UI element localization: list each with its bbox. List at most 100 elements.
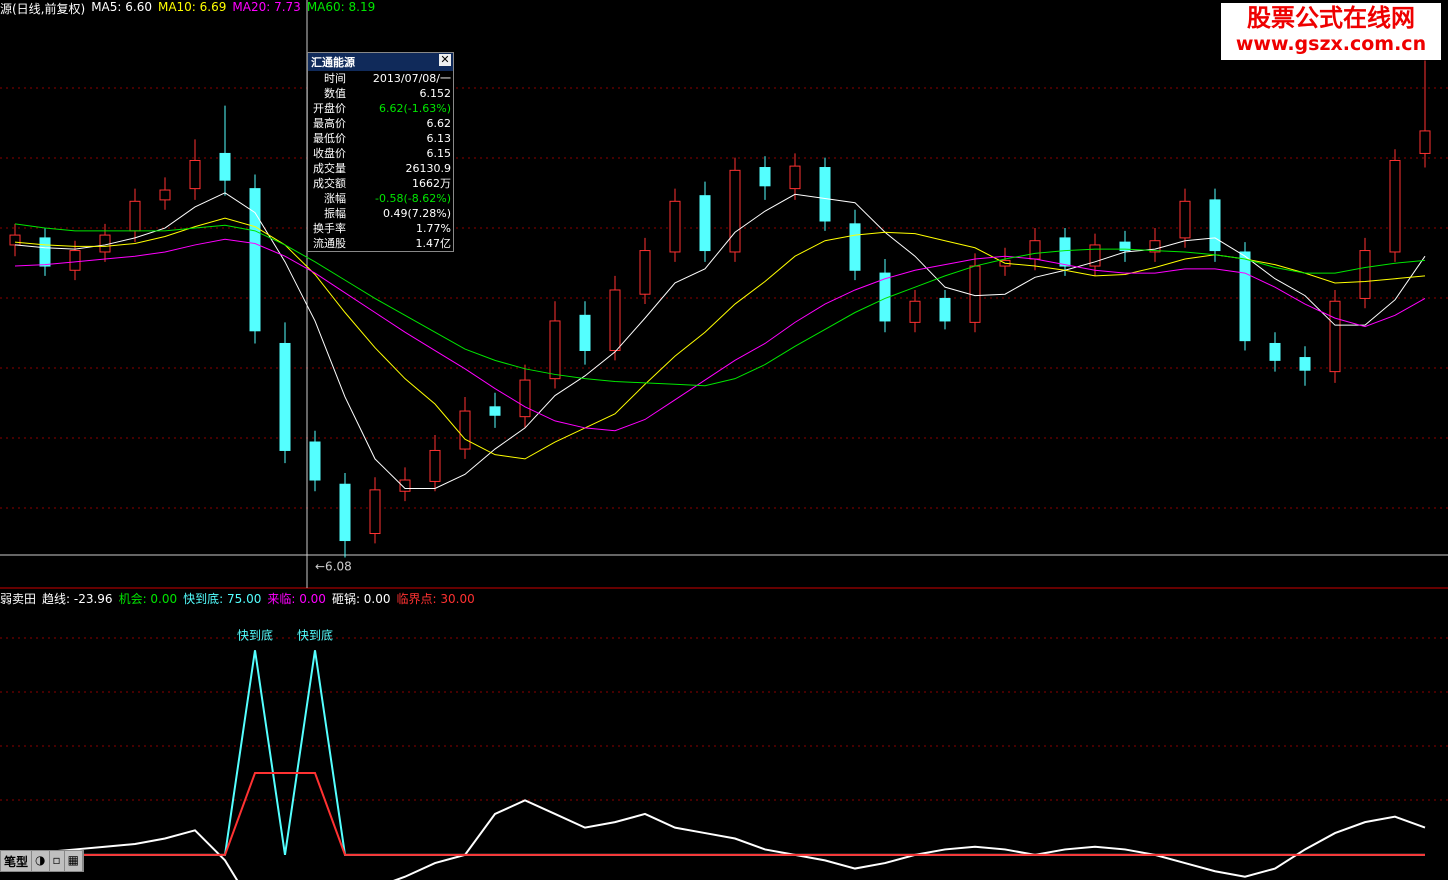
ma-line xyxy=(14,223,1426,387)
ma-line xyxy=(14,238,1426,432)
tooltip-row: 收盘价 6.15 xyxy=(308,146,453,161)
candle-body xyxy=(1059,237,1071,267)
candle-body xyxy=(639,250,651,295)
legend-entry: MA5: 6.60 xyxy=(91,0,152,14)
tooltip-value: 1.47亿 xyxy=(415,237,452,250)
candle-body xyxy=(549,320,561,380)
toolbar-button[interactable]: 笔型 xyxy=(1,851,33,871)
ma-line xyxy=(14,217,1426,460)
tooltip-row: 最高价 6.62 xyxy=(308,116,453,131)
candle-body xyxy=(69,250,81,271)
candle-body xyxy=(99,234,111,253)
candle-body xyxy=(279,342,291,451)
tooltip-value: 1662万 xyxy=(412,177,451,190)
candle-body xyxy=(159,189,171,201)
candle-body xyxy=(369,489,381,535)
legend-entry: 机会: 0.00 xyxy=(118,592,178,606)
tooltip-title: 汇通能源 ✕ xyxy=(308,53,453,71)
tooltip-row: 振幅 0.49(7.28%) xyxy=(308,206,453,221)
candle-body xyxy=(789,165,801,190)
candle-body xyxy=(759,167,771,187)
candle-body xyxy=(39,237,51,267)
tooltip-label: 最高价 xyxy=(313,117,346,130)
candle-body xyxy=(1149,240,1161,253)
candle-body xyxy=(339,483,351,542)
tooltip-value: 26130.9 xyxy=(405,162,452,175)
candle-body xyxy=(1119,241,1131,252)
legend-entry: MA20: 7.73 xyxy=(232,0,301,14)
tooltip-label: 成交额 xyxy=(313,177,346,190)
legend-entry: 砸锅: 0.00 xyxy=(331,592,391,606)
watermark-title: 股票公式在线网 xyxy=(1247,4,1415,32)
tooltip-label: 成交量 xyxy=(313,162,346,175)
tooltip-label: 收盘价 xyxy=(313,147,346,160)
tooltip-row: 换手率 1.77% xyxy=(308,221,453,236)
candle-body xyxy=(609,289,621,352)
tooltip-label: 最低价 xyxy=(313,132,346,145)
candle-body xyxy=(1239,251,1251,342)
tooltip-row: 最低价 6.13 xyxy=(308,131,453,146)
tooltip-value: 2013/07/08/一 xyxy=(372,72,451,85)
tooltip-label: 时间 xyxy=(324,72,346,85)
tooltip-label: 振幅 xyxy=(324,207,346,220)
tooltip-value: 6.15 xyxy=(426,147,452,160)
indicator-line xyxy=(15,650,1425,856)
candle-body xyxy=(219,152,231,181)
candle-body xyxy=(669,200,681,253)
candle-body xyxy=(429,449,441,482)
candle-body xyxy=(399,479,411,492)
legend-entry: 快到底: 75.00 xyxy=(183,592,262,606)
candle-body xyxy=(849,223,861,271)
candle-body xyxy=(459,410,471,450)
toolbar-icon[interactable]: ◑ xyxy=(32,851,50,871)
tooltip-value: 6.13 xyxy=(426,132,452,145)
candle-body xyxy=(189,159,201,190)
tooltip-row: 时间 2013/07/08/一 xyxy=(308,71,453,86)
candle-body xyxy=(1419,130,1431,154)
candle-body xyxy=(1329,300,1341,373)
watermark: 股票公式在线网 www.gszx.com.cn xyxy=(1221,3,1441,60)
legend-entry: 来临: 0.00 xyxy=(267,592,326,606)
tooltip-label: 涨幅 xyxy=(324,192,346,205)
tooltip-value: 6.152 xyxy=(419,87,452,100)
tooltip-label: 换手率 xyxy=(313,222,346,235)
legend-entry: MA60: 8.19 xyxy=(306,0,376,14)
candle-body xyxy=(1179,200,1191,239)
candle-body xyxy=(1389,159,1401,253)
close-button[interactable]: ✕ xyxy=(439,53,451,66)
chart-title: 源(日线,前复权) xyxy=(0,2,86,16)
candle-body xyxy=(309,441,321,481)
tooltip-label: 流通股 xyxy=(313,237,346,250)
candle-body xyxy=(1299,357,1311,371)
tooltip-value: 6.62 xyxy=(426,117,452,130)
candle-body xyxy=(1209,199,1221,252)
indicator-legend: 弱卖田 趋线: -23.96 机会: 0.00 快到底: 75.00 来临: 0.00… xyxy=(0,590,475,607)
tooltip-title-text: 汇通能源 xyxy=(311,56,355,69)
ma-line xyxy=(14,192,1426,489)
candle-body xyxy=(729,169,741,253)
tooltip-value: 6.62(-1.63%) xyxy=(379,102,451,115)
candle-body xyxy=(699,195,711,252)
toolbar-icon[interactable]: ▦ xyxy=(65,851,83,871)
annotation: 快到底 xyxy=(237,628,273,643)
low-marker: ←6.08 xyxy=(315,560,352,574)
candle-body xyxy=(9,234,21,246)
candle-body xyxy=(909,300,921,323)
legend-entry: 临界点: 30.00 xyxy=(396,592,475,606)
toolbar-icon[interactable]: ▫ xyxy=(50,851,65,871)
indicator-title: 弱卖田 xyxy=(0,592,37,606)
candle-body xyxy=(1029,240,1041,260)
candle-body xyxy=(249,188,261,332)
annotation: 快到底 xyxy=(297,628,333,643)
tooltip-label: 数值 xyxy=(324,87,346,100)
candle-body xyxy=(129,200,141,232)
tooltip-row: 成交量 26130.9 xyxy=(308,161,453,176)
tooltip-value: 0.49(7.28%) xyxy=(382,207,451,220)
tooltip-label: 开盘价 xyxy=(313,102,346,115)
main-legend: 源(日线,前复权) MA5: 6.60 MA10: 6.69 MA20: 7.73 M… xyxy=(0,0,375,17)
tooltip-row: 成交额 1662万 xyxy=(308,176,453,191)
toolbar: 笔型 ◑ ▫ ▦ xyxy=(0,850,84,872)
candle-body xyxy=(1089,244,1101,267)
candle-body xyxy=(939,297,951,322)
